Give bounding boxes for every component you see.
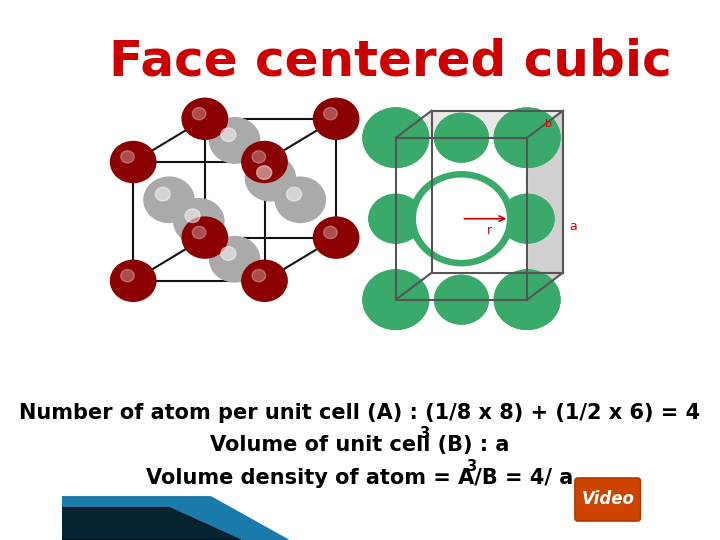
Circle shape bbox=[110, 141, 156, 183]
Circle shape bbox=[192, 107, 206, 120]
Text: r: r bbox=[487, 224, 492, 237]
Circle shape bbox=[110, 260, 156, 301]
Circle shape bbox=[156, 187, 170, 201]
Circle shape bbox=[435, 275, 488, 324]
Polygon shape bbox=[62, 508, 240, 540]
Text: Volume density of atom = A/B = 4/ a: Volume density of atom = A/B = 4/ a bbox=[146, 468, 574, 488]
FancyBboxPatch shape bbox=[575, 478, 641, 521]
Circle shape bbox=[495, 108, 560, 167]
Circle shape bbox=[275, 177, 325, 222]
Circle shape bbox=[417, 178, 506, 259]
Circle shape bbox=[495, 108, 560, 167]
Circle shape bbox=[182, 98, 228, 139]
Circle shape bbox=[435, 113, 488, 162]
Text: Face centered cubic: Face centered cubic bbox=[109, 38, 672, 86]
Circle shape bbox=[242, 141, 287, 183]
Circle shape bbox=[221, 247, 236, 260]
Circle shape bbox=[369, 194, 423, 243]
Circle shape bbox=[210, 237, 260, 282]
Polygon shape bbox=[396, 111, 563, 138]
Circle shape bbox=[221, 128, 236, 141]
Circle shape bbox=[242, 260, 287, 301]
Circle shape bbox=[495, 270, 560, 329]
Circle shape bbox=[313, 98, 359, 139]
Polygon shape bbox=[396, 138, 527, 300]
Polygon shape bbox=[396, 138, 527, 300]
Circle shape bbox=[252, 151, 266, 163]
Text: 3: 3 bbox=[419, 426, 430, 441]
Circle shape bbox=[252, 269, 266, 282]
Circle shape bbox=[324, 226, 337, 239]
Text: Video: Video bbox=[581, 490, 634, 509]
Text: Volume of unit cell (B) : a: Volume of unit cell (B) : a bbox=[210, 435, 510, 456]
Circle shape bbox=[435, 275, 488, 324]
Text: a: a bbox=[569, 219, 577, 233]
Text: Number of atom per unit cell (A) : (1/8 x 8) + (1/2 x 6) = 4: Number of atom per unit cell (A) : (1/8 … bbox=[19, 403, 701, 423]
Circle shape bbox=[182, 217, 228, 258]
Circle shape bbox=[369, 194, 423, 243]
Circle shape bbox=[257, 166, 271, 179]
Circle shape bbox=[246, 156, 295, 201]
Circle shape bbox=[435, 113, 488, 162]
Circle shape bbox=[324, 107, 337, 120]
Circle shape bbox=[313, 217, 359, 258]
Text: b: b bbox=[545, 119, 552, 129]
Circle shape bbox=[363, 270, 428, 329]
Circle shape bbox=[121, 151, 135, 163]
Circle shape bbox=[363, 270, 428, 329]
Circle shape bbox=[210, 118, 260, 163]
Polygon shape bbox=[527, 111, 563, 300]
Circle shape bbox=[121, 269, 135, 282]
Circle shape bbox=[363, 108, 428, 167]
Circle shape bbox=[287, 187, 302, 201]
Circle shape bbox=[174, 199, 224, 244]
Circle shape bbox=[410, 172, 513, 266]
Circle shape bbox=[192, 226, 206, 239]
Polygon shape bbox=[62, 497, 289, 540]
Circle shape bbox=[185, 209, 200, 222]
Text: 3: 3 bbox=[467, 458, 477, 474]
Circle shape bbox=[500, 194, 554, 243]
Circle shape bbox=[363, 108, 428, 167]
Circle shape bbox=[500, 194, 554, 243]
Circle shape bbox=[144, 177, 194, 222]
Circle shape bbox=[495, 270, 560, 329]
